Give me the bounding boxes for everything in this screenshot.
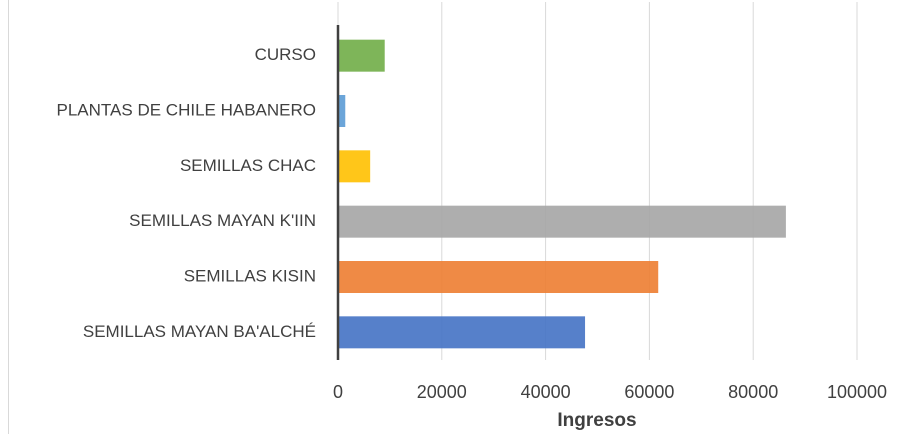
chart-frame: [8, 0, 9, 434]
y-tick-label: SEMILLAS MAYAN BA'ALCHÉ: [83, 322, 316, 341]
bar: [338, 261, 659, 293]
bar: [338, 150, 371, 183]
x-tick-label: 0: [333, 382, 343, 402]
y-tick-label: SEMILLAS KISIN: [184, 266, 316, 285]
y-tick-label: SEMILLAS MAYAN K'IIN: [129, 211, 316, 230]
y-tick-label: SEMILLAS CHAC: [180, 156, 316, 175]
x-tick-label: 100000: [827, 382, 887, 402]
bar: [338, 205, 786, 238]
bar: [338, 95, 346, 127]
x-tick-label: 40000: [521, 382, 571, 402]
x-tick-label: 20000: [417, 382, 467, 402]
bar: [338, 39, 385, 72]
y-tick-label: CURSO: [255, 45, 316, 64]
x-axis-label: Ingresos: [557, 410, 636, 431]
bar: [338, 316, 586, 349]
x-tick-label: 80000: [728, 382, 778, 402]
y-tick-label: PLANTAS DE CHILE HABANERO: [57, 100, 316, 119]
x-tick-label: 60000: [624, 382, 674, 402]
